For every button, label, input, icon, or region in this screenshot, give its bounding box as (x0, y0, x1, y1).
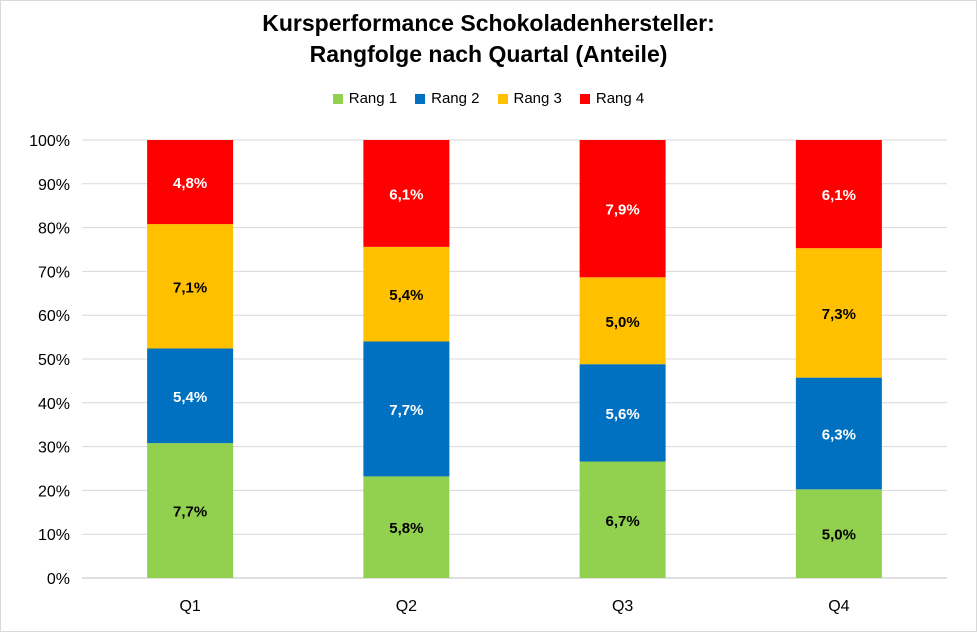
data-label: 5,4% (173, 389, 207, 406)
bar-segment (363, 476, 450, 578)
bar-segment (795, 489, 882, 578)
y-tick-label: 40% (38, 396, 70, 413)
bar-segment (147, 224, 234, 349)
data-label: 7,7% (389, 402, 423, 419)
chart-title-line-1: Kursperformance Schokoladenhersteller: (262, 10, 715, 36)
legend-label-rang-1: Rang 1 (348, 90, 398, 107)
data-label: 7,7% (173, 504, 207, 521)
bar-segment (147, 348, 234, 444)
legend-label-rang-3: Rang 3 (513, 90, 562, 107)
legend-swatch-rang-1 (332, 93, 343, 104)
data-label: 6,1% (822, 187, 856, 204)
bar-segment (579, 277, 666, 365)
chart-title-line-2: Rangfolge nach Quartal (Anteile) (309, 41, 668, 67)
legend-swatch-rang-3 (497, 93, 508, 104)
data-label: 7,1% (173, 279, 207, 296)
data-label: 5,0% (822, 527, 856, 544)
y-tick-label: 80% (38, 221, 70, 238)
y-tick-label: 70% (38, 264, 70, 281)
x-tick-label: Q3 (612, 598, 633, 615)
data-label: 4,8% (173, 175, 207, 192)
bar-segment (579, 140, 666, 278)
bar-segment (795, 377, 882, 490)
legend-entry-rang-3: Rang 3 (497, 90, 562, 107)
data-label: 5,4% (389, 287, 423, 304)
data-label: 6,3% (822, 426, 856, 443)
data-label: 7,9% (606, 202, 640, 219)
bar-segment (147, 140, 234, 225)
legend-swatch-rang-4 (579, 93, 590, 104)
legend-entry-rang-4: Rang 4 (579, 90, 645, 107)
legend: Rang 1 Rang 2 Rang 3 Rang 4 (0, 90, 977, 107)
legend-swatch-rang-2 (415, 93, 426, 104)
y-tick-label: 90% (38, 177, 70, 194)
x-tick-label: Q2 (396, 598, 417, 615)
y-tick-label: 30% (38, 440, 70, 457)
legend-label-rang-2: Rang 2 (431, 90, 480, 107)
x-tick-label: Q1 (179, 598, 200, 615)
bar-segment (363, 341, 450, 477)
legend-label-rang-4: Rang 4 (595, 90, 645, 107)
bar-segment (795, 248, 882, 378)
y-tick-label: 20% (38, 483, 70, 500)
y-tick-label: 0% (47, 571, 70, 588)
bar-segment (579, 461, 666, 578)
data-label: 5,6% (606, 406, 640, 423)
data-label: 7,3% (822, 306, 856, 323)
y-tick-label: 100% (29, 133, 70, 150)
bar-segment (147, 443, 234, 578)
y-tick-label: 50% (38, 352, 70, 369)
y-tick-label: 60% (38, 308, 70, 325)
bar-segment (363, 246, 450, 342)
bar-segment (795, 140, 882, 249)
legend-entry-rang-1: Rang 1 (332, 90, 398, 107)
data-label: 5,0% (606, 314, 640, 331)
data-label: 6,7% (606, 513, 640, 530)
x-tick-label: Q4 (828, 598, 849, 615)
legend-entry-rang-2: Rang 2 (415, 90, 480, 107)
bar-segment (363, 140, 450, 247)
data-label: 6,1% (389, 186, 423, 203)
data-label: 5,8% (389, 520, 423, 537)
bar-segment (579, 364, 666, 462)
y-tick-label: 10% (38, 527, 70, 544)
chart-title: Kursperformance Schokoladenhersteller: R… (0, 8, 977, 70)
